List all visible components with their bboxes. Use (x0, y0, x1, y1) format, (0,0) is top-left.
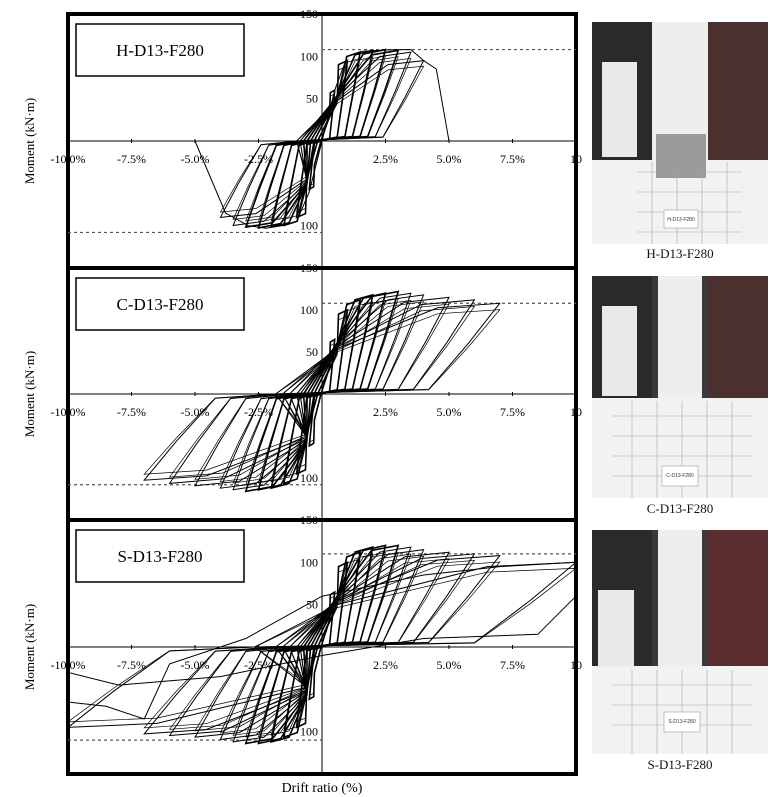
x-tick-label: 10 (570, 658, 582, 672)
x-tick-label: -2.5% (244, 405, 273, 419)
specimen-photo-h: H-D13-F280 (592, 22, 768, 244)
y-tick-label: 150 (300, 513, 318, 527)
chart-panel-1: -10.0% -7.5% -5.0% -2.5% 2.5% 5.0% 7.5% 10 150 10… (22, 7, 582, 270)
x-tick-label: 7.5% (500, 152, 525, 166)
y-axis-label: Moment (kN·m) (22, 351, 37, 437)
y-tick-label: 50 (306, 92, 318, 106)
y-tick-label: 100 (300, 49, 318, 63)
x-tick-label: -10.0% (51, 658, 86, 672)
specimen-photo-c: C-D13-F280 (592, 276, 768, 498)
hysteresis-cycle (70, 568, 574, 723)
y-tick-label: 100 (300, 471, 318, 485)
legend-box (75, 23, 245, 77)
x-tick-label: 7.5% (500, 658, 525, 672)
legend-label: H-D13-F280 (116, 41, 204, 60)
x-tick-label: -2.5% (244, 658, 273, 672)
x-tick-label: 5.0% (437, 405, 462, 419)
x-tick-label: -5.0% (181, 405, 210, 419)
x-axis-label: Drift ratio (%) (282, 781, 363, 796)
photo-caption-h: H-D13-F280 (646, 246, 714, 261)
hysteresis-cycle (143, 309, 501, 475)
y-tick-label: 100 (300, 303, 318, 317)
y-tick-label: 50 (306, 598, 318, 612)
final-cycle-curve (70, 561, 574, 720)
y-tick-label: 150 (300, 261, 318, 275)
x-tick-label: 2.5% (373, 658, 398, 672)
x-tick-label: 10 (570, 405, 582, 419)
x-tick-label: -5.0% (181, 152, 210, 166)
x-tick-label: 2.5% (373, 152, 398, 166)
x-tick-label: -7.5% (117, 152, 146, 166)
legend-box (75, 277, 245, 331)
photo-caption-s: S-D13-F280 (647, 757, 713, 772)
x-tick-label: -2.5% (244, 152, 273, 166)
hysteresis-cycle (219, 65, 425, 213)
x-tick-label: -7.5% (117, 405, 146, 419)
y-tick-label: 100 (300, 555, 318, 569)
y-tick-label: 50 (306, 345, 318, 359)
envelope-curve (194, 49, 450, 229)
x-tick-label: 5.0% (437, 152, 462, 166)
y-axis-label: Moment (kN·m) (22, 604, 37, 690)
y-tick-label: 150 (300, 7, 318, 21)
hysteresis-loops (194, 48, 450, 229)
legend-label: S-D13-F280 (117, 547, 202, 566)
final-unload-curve (70, 597, 574, 686)
specimen-sign-s: S-D13-F280 (668, 719, 695, 725)
hysteresis-loops (143, 290, 501, 493)
specimen-sign-h: H-D13-F280 (667, 217, 695, 223)
legend-box (75, 529, 245, 583)
y-axis-label: Moment (kN·m) (22, 98, 37, 184)
photo-caption-c: C-D13-F280 (646, 501, 714, 516)
x-tick-label: -10.0% (51, 152, 86, 166)
x-tick-label: -10.0% (51, 405, 86, 419)
specimen-photo-s: S-D13-F280 (592, 530, 768, 754)
x-tick-label: 5.0% (437, 658, 462, 672)
x-tick-label: -5.0% (181, 658, 210, 672)
y-tick-label: 100 (300, 725, 318, 739)
chart-panel-2: -10.0% -7.5% -5.0% -2.5% 2.5% 5.0% 7.5% 10 150 10… (22, 261, 582, 522)
x-tick-label: 10 (570, 152, 582, 166)
specimen-sign-c: C-D13-F280 (666, 473, 694, 479)
y-tick-label: 100 (300, 219, 318, 233)
legend-label: C-D13-F280 (117, 295, 204, 314)
chart-panel-3: -10.0% -7.5% -5.0% -2.5% 2.5% 5.0% 7.5% 10 150 10… (22, 513, 582, 776)
x-tick-label: -7.5% (117, 658, 146, 672)
x-tick-label: 7.5% (500, 405, 525, 419)
hysteresis-loops (70, 544, 574, 745)
x-tick-label: 2.5% (373, 405, 398, 419)
